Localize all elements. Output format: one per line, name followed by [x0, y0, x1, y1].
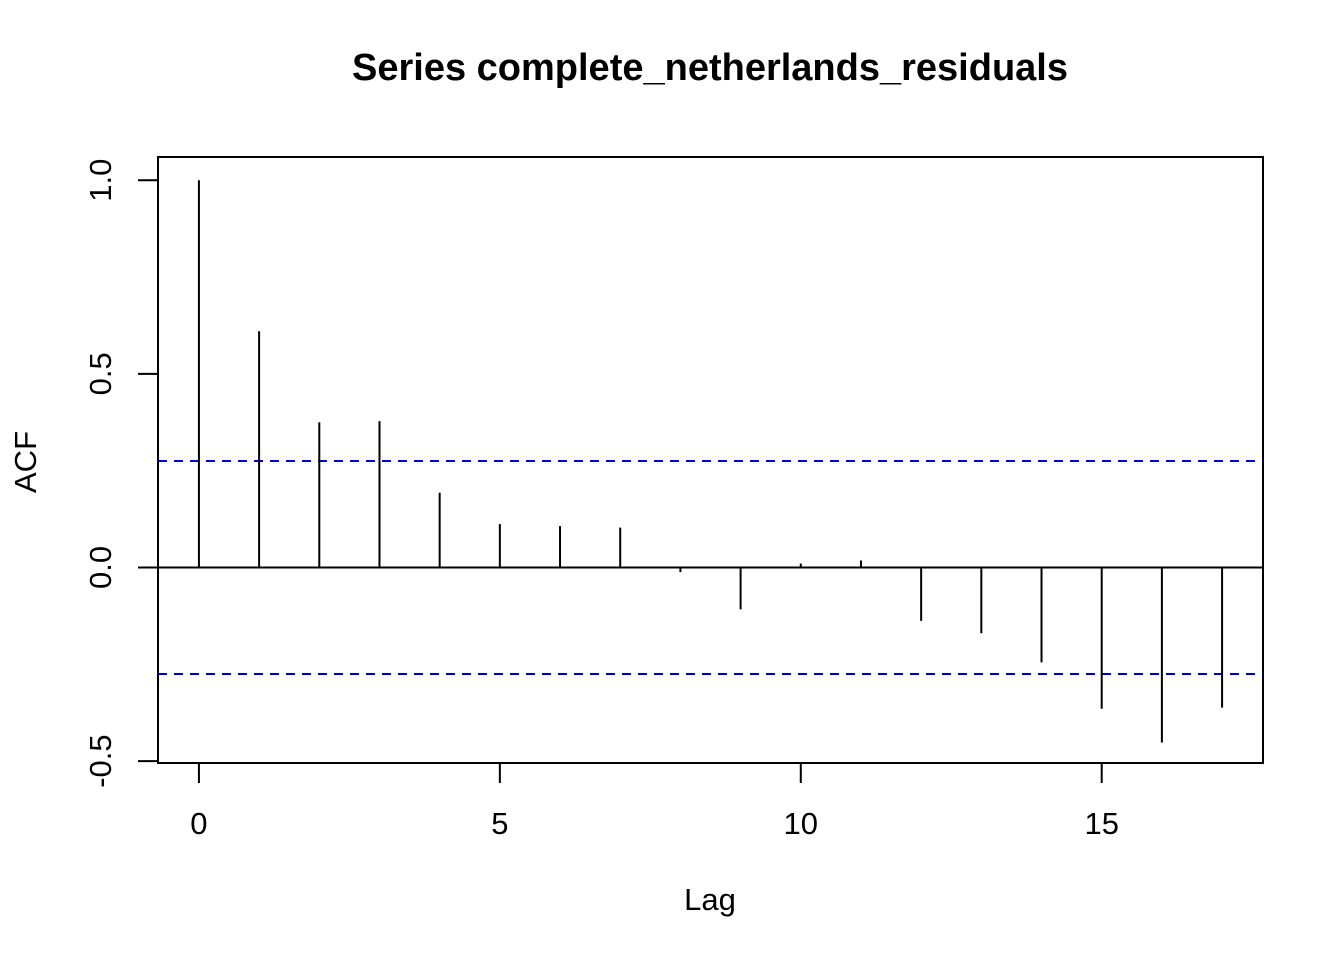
y-tick-label: -0.5 [83, 734, 118, 787]
y-tick-label: 0.5 [83, 352, 118, 395]
confidence-bounds [158, 459, 1263, 675]
acf-bars [197, 180, 1224, 743]
x-tick-label: 5 [491, 806, 508, 841]
x-axis-label: Lag [684, 882, 736, 917]
y-tick-label: 1.0 [83, 159, 118, 202]
y-axis-label: ACF [8, 431, 43, 493]
chart-title: Series complete_netherlands_residuals [352, 47, 1068, 89]
y-axis: -0.5 0.0 0.5 1.0 [83, 159, 159, 788]
x-tick-label: 0 [190, 806, 207, 841]
x-tick-label: 15 [1084, 806, 1118, 841]
x-tick-label: 10 [784, 806, 818, 841]
x-axis: 0 5 10 15 [190, 762, 1119, 841]
y-tick-label: 0.0 [83, 546, 118, 589]
